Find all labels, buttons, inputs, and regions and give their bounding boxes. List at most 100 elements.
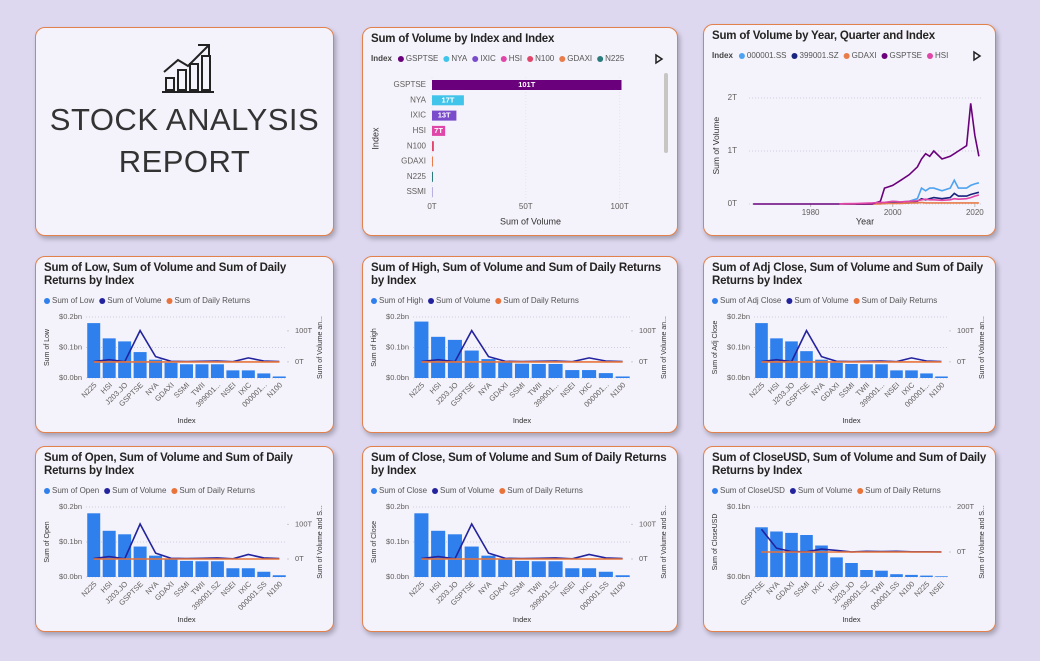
x-axis-title: Sum of Volume [500, 216, 561, 226]
legend-marker [738, 53, 745, 59]
bar [180, 560, 193, 577]
bar [785, 532, 798, 577]
chart-title: Sum of Open, Sum of Volume and Sum of Da… [44, 452, 293, 477]
bar [548, 561, 563, 577]
bar [272, 376, 286, 378]
y-tick-label: $0.2bn [386, 502, 409, 511]
bar [830, 362, 843, 378]
x-tick-label: 50T [519, 202, 533, 211]
x-tick-label: SSMI [172, 380, 191, 399]
bar [133, 546, 147, 577]
legend-label: N100 [535, 54, 555, 63]
legend-label: GDAXI [852, 51, 877, 60]
bar [890, 370, 903, 378]
bar [464, 350, 479, 378]
report-title: REPORT [118, 144, 251, 179]
legend-marker [397, 56, 404, 62]
bar [432, 95, 464, 106]
bar [149, 555, 163, 577]
y2-tick-label: 100T [639, 326, 657, 335]
chart: Sum of Low Sum of Volume Sum of Daily Retu… [44, 296, 324, 425]
y-axis-title: Index [370, 127, 380, 150]
bar [432, 110, 457, 121]
y-tick-label: $0.1bn [386, 537, 409, 546]
chart: Index GSPTSE NYA IXIC HSI N100 GDAXI N225 0T 50T 1… [370, 53, 668, 226]
y-tick-label: $0.2bn [386, 312, 409, 321]
x-axis-title: Index [177, 615, 196, 624]
y-tick-label: $0.2bn [59, 502, 82, 511]
y2-axis-title: Sum of Volume an... [317, 316, 324, 379]
bar [241, 370, 255, 378]
legend-label: HSI [935, 51, 948, 60]
legend-label: GDAXI [567, 54, 592, 63]
x-tick-label: 1980 [802, 208, 820, 217]
bar [498, 559, 513, 577]
y2-tick-label: 200T [957, 502, 975, 511]
data-label: 13T [438, 111, 451, 120]
y-tick-label: $0.1bn [59, 537, 82, 546]
legend-label: Sum of High [379, 296, 423, 305]
report-title: STOCK ANALYSIS [49, 102, 320, 137]
legend-marker [857, 488, 864, 494]
y-tick-label: $0.1bn [727, 342, 750, 351]
legend-label: Sum of Daily Returns [862, 296, 938, 305]
legend-label: Sum of Open [52, 486, 99, 495]
x-axis-title: Year [856, 216, 874, 226]
legend-label: Sum of Volume [798, 486, 853, 495]
bar [615, 376, 630, 378]
y-axis-title: Sum of High [371, 328, 378, 367]
bar [180, 364, 193, 378]
bar [598, 571, 613, 577]
x-tick-label: N100 [927, 380, 946, 399]
bar [210, 364, 224, 378]
x-tick-label: NSEI [928, 579, 947, 598]
line-series [753, 103, 980, 205]
chart-card: Sum of High, Sum of Volume and Sum of Da… [362, 256, 678, 433]
x-tick-label: 2020 [966, 208, 984, 217]
legend-label: Sum of Volume [794, 296, 849, 305]
legend-marker [927, 53, 933, 59]
y-axis-title: Sum of Low [44, 328, 51, 366]
y2-tick-label: 0T [639, 554, 648, 563]
legend-marker [789, 488, 796, 494]
bar [195, 561, 209, 577]
y2-tick-label: 0T [639, 357, 648, 366]
bar [414, 321, 429, 378]
legend-marker [499, 488, 506, 494]
legend-label: Sum of Volume [440, 486, 495, 495]
bar [800, 535, 813, 577]
legend-label: Sum of Daily Returns [503, 296, 579, 305]
chart-card: Sum of CloseUSD, Sum of Volume and Sum o… [703, 446, 996, 632]
y2-axis-title: Sum of Volume and S... [661, 505, 668, 579]
bar [598, 373, 613, 378]
bar [118, 534, 132, 577]
bar [481, 555, 496, 577]
bar [164, 362, 178, 378]
legend-marker [44, 298, 50, 304]
y-tick-label: $0.2bn [59, 312, 82, 321]
x-tick-label: N225 [912, 579, 931, 598]
x-axis-title: Index [513, 615, 532, 624]
y2-tick-label: 100T [295, 519, 313, 528]
legend-marker [443, 56, 450, 62]
bar [514, 363, 530, 378]
bar [582, 568, 597, 577]
line-series [843, 201, 979, 205]
chart: Sum of Open Sum of Volume Sum of Daily Ret… [44, 486, 324, 624]
bar [432, 125, 446, 136]
data-label: 7T [434, 126, 443, 135]
legend-label: Sum of Daily Returns [507, 486, 583, 495]
x-tick-label: N100 [265, 380, 284, 399]
x-tick-label: N100 [265, 579, 284, 598]
bar [755, 323, 768, 378]
y-tick-label: HSI [413, 126, 426, 135]
bar [845, 563, 858, 577]
legend-label: N225 [605, 54, 625, 63]
y-axis-title: Sum of Adj Close [712, 321, 719, 375]
y-tick-label: 1T [728, 146, 737, 155]
legend-label: NYA [451, 54, 468, 63]
x-tick-label: NSEI [558, 579, 577, 598]
legend-label: HSI [509, 54, 522, 63]
data-label: 17T [441, 95, 454, 104]
